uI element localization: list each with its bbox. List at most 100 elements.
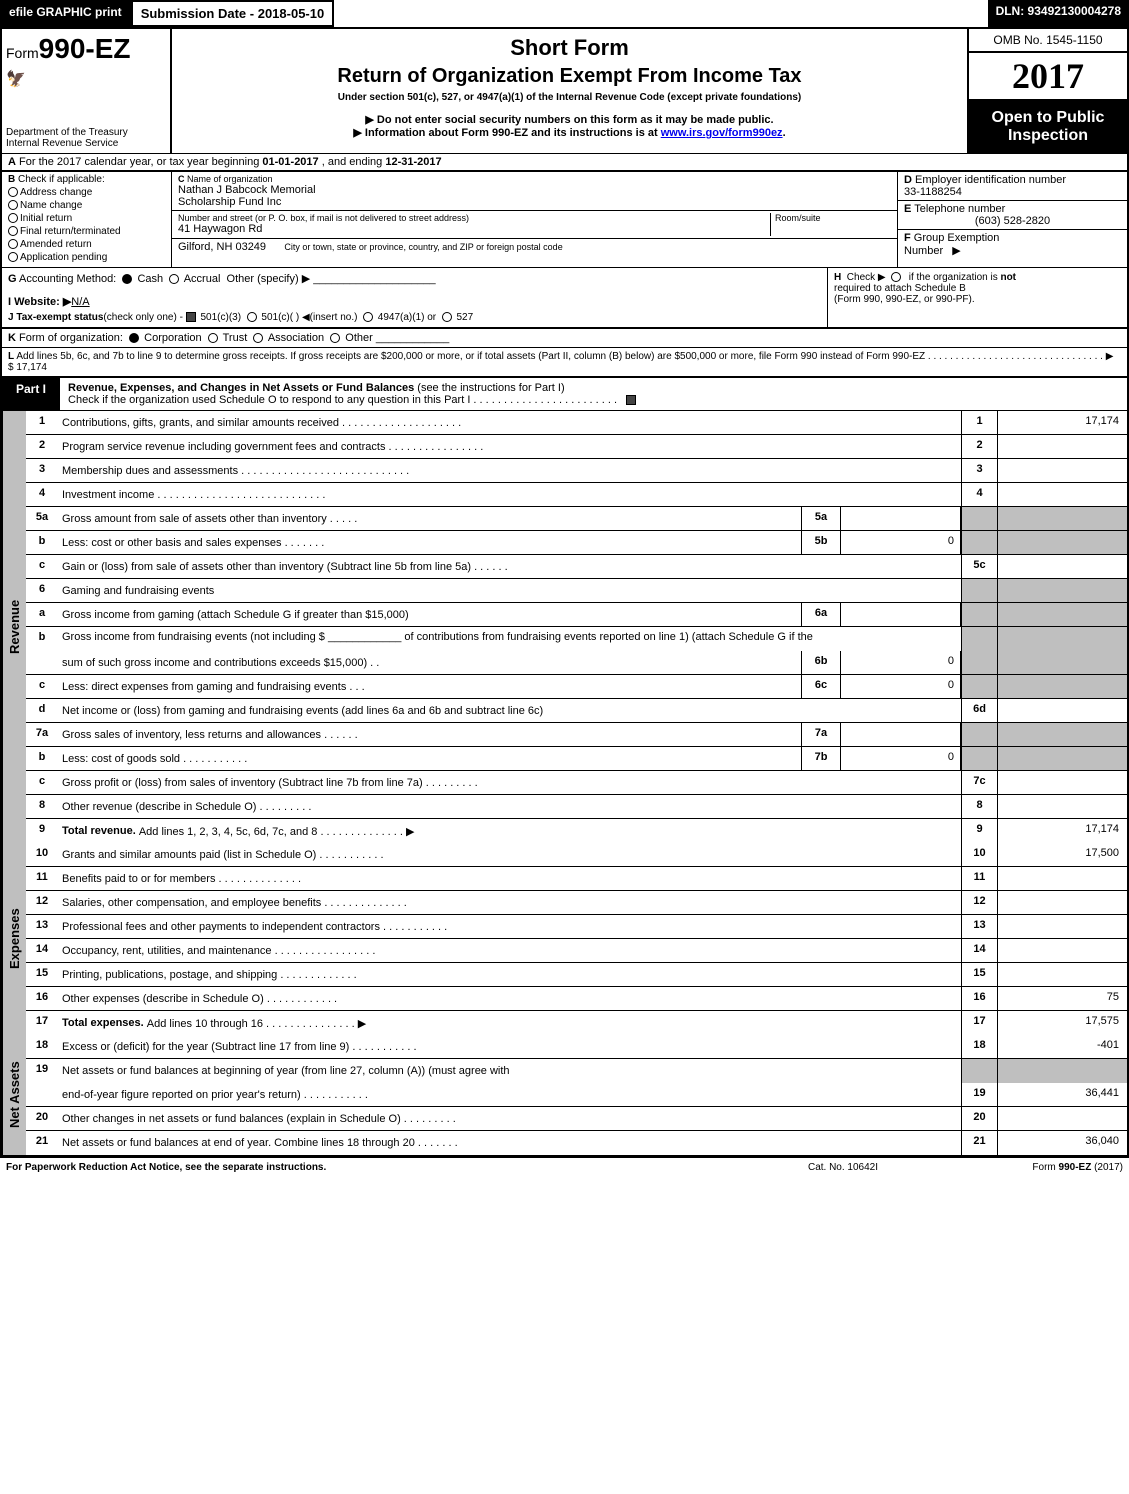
ln-6b-m: 6b — [801, 651, 841, 674]
j-o1: 501(c)(3) — [200, 312, 241, 323]
ln-20-num: 20 — [26, 1107, 58, 1130]
c-name-label: Name of organization — [187, 174, 273, 184]
chk-initial-return[interactable]: Initial return — [8, 213, 165, 224]
e-label: Telephone number — [914, 203, 1005, 215]
ln-3-desc: Membership dues and assessments . . . . … — [58, 459, 961, 482]
ln-19-r: 19 — [961, 1083, 997, 1106]
ln-6c-desc: Less: direct expenses from gaming and fu… — [58, 675, 801, 698]
net-assets-side-tab: Net Assets — [2, 1035, 26, 1155]
ln-1-num: 1 — [26, 411, 58, 434]
chk-4947[interactable] — [363, 312, 373, 322]
chk-amended-return-label: Amended return — [20, 239, 92, 250]
omb-number: OMB No. 1545-1150 — [969, 29, 1127, 53]
ln-21-v: 36,040 — [997, 1131, 1127, 1155]
radio-other[interactable] — [330, 333, 340, 343]
note-info-post: . — [783, 127, 786, 139]
chk-schedule-o[interactable] — [626, 395, 636, 405]
net-assets-table: Net Assets 18Excess or (deficit) for the… — [0, 1035, 1129, 1157]
radio-accrual[interactable] — [169, 274, 179, 284]
label-g: G — [8, 273, 17, 285]
h-text1: Check ▶ — [847, 272, 886, 283]
ln-6-vg — [997, 579, 1127, 602]
g-accrual: Accrual — [184, 273, 221, 285]
expenses-table: Expenses 10Grants and similar amounts pa… — [0, 843, 1129, 1035]
ln-6a-mv — [841, 603, 961, 626]
form-prefix: Form — [6, 45, 39, 61]
title-return: Return of Organization Exempt From Incom… — [182, 65, 957, 88]
ln-6b2-num — [26, 651, 58, 674]
subtitle: Under section 501(c), 527, or 4947(a)(1)… — [182, 92, 957, 103]
ln-7a-rg — [961, 723, 997, 746]
col-b-checkboxes: B Check if applicable: Address change Na… — [2, 172, 172, 267]
ln-9-b: Total revenue. — [62, 825, 136, 837]
ln-19-num: 19 — [26, 1059, 58, 1083]
row-a-begin: 01-01-2017 — [262, 156, 318, 168]
ln-5a-m: 5a — [801, 507, 841, 530]
ln-7b-rg — [961, 747, 997, 770]
radio-trust[interactable] — [208, 333, 218, 343]
part1-check: Check if the organization used Schedule … — [68, 394, 617, 406]
ln-10-r: 10 — [961, 843, 997, 866]
row-a-tax-year: A For the 2017 calendar year, or tax yea… — [0, 153, 1129, 172]
chk-501c[interactable] — [247, 312, 257, 322]
ln-4-desc: Investment income . . . . . . . . . . . … — [58, 483, 961, 506]
form-number: Form990-EZ — [6, 33, 166, 65]
ln-7b-num: b — [26, 747, 58, 770]
ln-6b-rg — [961, 627, 997, 651]
ln-14-desc: Occupancy, rent, utilities, and maintena… — [58, 939, 961, 962]
ln-5c-v — [997, 555, 1127, 578]
radio-corp[interactable] — [129, 333, 139, 343]
k-o3: Association — [268, 332, 324, 344]
org-name-2: Scholarship Fund Inc — [178, 196, 891, 208]
ln-7c-desc: Gross profit or (loss) from sales of inv… — [58, 771, 961, 794]
chk-h[interactable] — [891, 272, 901, 282]
form990ez-link[interactable]: www.irs.gov/form990ez — [661, 127, 783, 139]
ln-5c-num: c — [26, 555, 58, 578]
ln-19-vg — [997, 1059, 1127, 1083]
ln-5c-desc: Gain or (loss) from sale of assets other… — [58, 555, 961, 578]
row-l: L Add lines 5b, 6c, and 7b to line 9 to … — [0, 348, 1129, 378]
ln-15-desc: Printing, publications, postage, and shi… — [58, 963, 961, 986]
ln-6b2-rg — [961, 651, 997, 674]
ln-20-desc: Other changes in net assets or fund bala… — [58, 1107, 961, 1130]
chk-amended-return[interactable]: Amended return — [8, 239, 165, 250]
ln-8-desc: Other revenue (describe in Schedule O) .… — [58, 795, 961, 818]
chk-application-pending[interactable]: Application pending — [8, 252, 165, 263]
ln-4-num: 4 — [26, 483, 58, 506]
header-mid: Short Form Return of Organization Exempt… — [172, 29, 967, 153]
chk-name-change[interactable]: Name change — [8, 200, 165, 211]
ln-10-num: 10 — [26, 843, 58, 866]
ln-20-v — [997, 1107, 1127, 1130]
label-e: E — [904, 203, 911, 215]
h-text2: if the organization is — [909, 272, 1001, 283]
ln-16-r: 16 — [961, 987, 997, 1010]
chk-501c3[interactable] — [186, 312, 196, 322]
ln-7c-num: c — [26, 771, 58, 794]
ln-15-r: 15 — [961, 963, 997, 986]
ln-17-r: 17 — [961, 1011, 997, 1035]
ln-11-v — [997, 867, 1127, 890]
ln-5b-m: 5b — [801, 531, 841, 554]
revenue-side-tab: Revenue — [2, 411, 26, 843]
ln-6d-v — [997, 699, 1127, 722]
radio-cash[interactable] — [122, 274, 132, 284]
ln-4-v — [997, 483, 1127, 506]
c-room-label: Room/suite — [775, 213, 891, 223]
efile-print-button[interactable]: efile GRAPHIC print — [0, 0, 131, 27]
ln-11-r: 11 — [961, 867, 997, 890]
chk-final-return[interactable]: Final return/terminated — [8, 226, 165, 237]
c-addr-label: Number and street (or P. O. box, if mail… — [178, 213, 766, 223]
ln-14-num: 14 — [26, 939, 58, 962]
k-o1: Corporation — [144, 332, 201, 344]
website-value: N/A — [71, 296, 89, 308]
chk-address-change[interactable]: Address change — [8, 187, 165, 198]
footer-right-pre: Form — [1032, 1162, 1058, 1173]
ln-7b-mv: 0 — [841, 747, 961, 770]
org-street: 41 Haywagon Rd — [178, 223, 766, 235]
chk-name-change-label: Name change — [20, 200, 82, 211]
open-to-public: Open to Public Inspection — [969, 101, 1127, 153]
chk-527[interactable] — [442, 312, 452, 322]
radio-assoc[interactable] — [253, 333, 263, 343]
ln-17-desc: Total expenses. Add lines 10 through 16 … — [58, 1011, 961, 1035]
row-a-end: 12-31-2017 — [385, 156, 441, 168]
